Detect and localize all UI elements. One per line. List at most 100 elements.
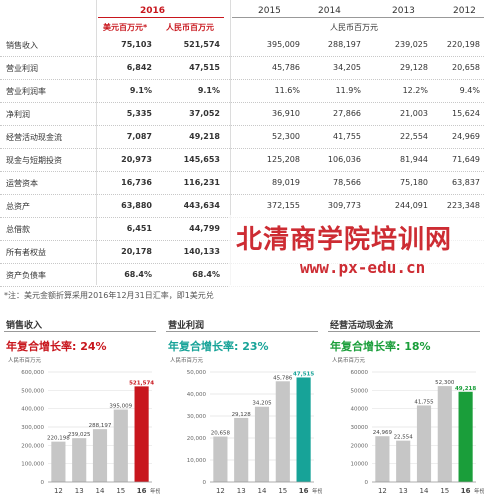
bar-value-label: 24,969 [373, 430, 393, 436]
x-tick-label: 13 [237, 487, 246, 495]
x-tick-label: 13 [399, 487, 408, 495]
y-tick-label: 600,000 [21, 370, 44, 376]
x-tick-label: 12 [378, 487, 387, 495]
cell-usd-2016: 20,178 [121, 247, 152, 256]
column-separator [230, 0, 231, 285]
x-tick-label: 16 [461, 487, 471, 495]
y-tick-label: 10,000 [187, 458, 207, 464]
cell-2012: 223,348 [446, 201, 480, 210]
bar [213, 436, 228, 482]
row-label: 总借款 [6, 225, 30, 234]
cell-usd-2016: 7,087 [126, 132, 152, 141]
y-tick-label: 100,000 [21, 462, 44, 468]
bar [72, 438, 87, 482]
row-label: 营业利润率 [6, 87, 46, 96]
bar-chart: 0 10000 20000 30000 40000 50000 60000 24,969 12 2… [351, 370, 484, 495]
bar-value-label: 220,198 [47, 436, 70, 442]
header-year-2014: 2014 [318, 6, 341, 16]
x-tick-label: 16 [299, 487, 309, 495]
cell-usd-2016: 75,103 [121, 40, 152, 49]
y-tick-label: 30000 [351, 425, 369, 431]
bar-value-label: 239,025 [68, 432, 91, 438]
bar-value-label: 395,009 [109, 404, 132, 410]
header-divider-rmb [232, 17, 484, 18]
x-tick-label: 15 [440, 487, 449, 495]
bar-value-label: 22,554 [394, 435, 414, 441]
cell-2013: 239,025 [394, 40, 428, 49]
bar-value-label: 20,658 [211, 431, 231, 437]
cell-2013: 21,003 [400, 109, 428, 118]
cell-2015: 395,009 [266, 40, 300, 49]
bar-value-label: 47,515 [293, 371, 314, 377]
bar [134, 386, 149, 482]
chart-title: 经营活动现金流 [330, 321, 394, 331]
cell-2013: 75,180 [400, 178, 428, 187]
x-axis-suffix: 年份 [312, 487, 322, 495]
y-tick-label: 50000 [351, 388, 369, 394]
bar-value-label: 52,300 [435, 380, 455, 386]
cell-2012: 63,837 [452, 178, 480, 187]
row-label: 营业利润 [6, 64, 38, 73]
watermark-backdrop [228, 215, 484, 290]
cell-usd-2016: 63,880 [121, 201, 152, 210]
header-rmb-2016: 人民币百万元 [166, 23, 214, 32]
header-year-2012: 2012 [453, 6, 476, 16]
row-label: 资产负债率 [6, 271, 46, 280]
cell-2014: 288,197 [327, 40, 361, 49]
table-row: 经营活动现金流 7,087 49,218 52,300 41,755 22,554 24,9… [0, 126, 484, 149]
chart-title-rule [4, 331, 156, 332]
header-usd: 美元百万元* [103, 23, 148, 32]
cell-2012: 15,624 [452, 109, 480, 118]
bar [416, 405, 432, 482]
cell-rmb-2016: 47,515 [189, 63, 220, 72]
cell-2012: 220,198 [446, 40, 480, 49]
cell-2012: 9.4% [459, 86, 480, 95]
cagr-label: 年复合增长率: 18% [330, 340, 431, 353]
cell-2014: 34,205 [333, 63, 361, 72]
bar [51, 441, 66, 482]
row-label: 运营资本 [6, 179, 38, 188]
bar-value-label: 41,755 [414, 399, 434, 405]
cell-usd-2016: 68.4% [124, 270, 152, 279]
y-tick-label: 300,000 [21, 425, 44, 431]
cell-rmb-2016: 116,231 [183, 178, 220, 187]
x-tick-label: 14 [96, 487, 105, 495]
cell-2015: 372,155 [266, 201, 300, 210]
chart-unit: 人民币百万元 [332, 358, 366, 364]
table-row: 运营资本 16,736 116,231 89,019 78,566 75,180 63,83… [0, 172, 484, 195]
table-row: 销售收入 75,103 521,574 395,009 288,197 239,025 22… [0, 34, 484, 57]
chart-unit: 人民币百万元 [8, 358, 42, 364]
chart-title-rule [166, 331, 318, 332]
header-divider [98, 17, 224, 18]
cell-usd-2016: 5,335 [126, 109, 152, 118]
bar [437, 386, 452, 482]
row-label: 销售收入 [6, 41, 38, 50]
row-label: 现金与短期投资 [6, 156, 62, 165]
y-tick-label: 500,000 [21, 388, 44, 394]
x-axis-suffix: 年份 [150, 487, 160, 495]
header-year-2013: 2013 [392, 6, 415, 16]
x-tick-label: 15 [116, 487, 125, 495]
cell-2014: 106,036 [327, 155, 361, 164]
cell-2013: 22,554 [400, 132, 428, 141]
row-label: 净利润 [6, 110, 30, 119]
y-tick-label: 40,000 [187, 392, 207, 398]
bar-value-label: 288,197 [89, 423, 112, 429]
cell-usd-2016: 16,736 [121, 178, 152, 187]
bar [275, 381, 290, 482]
bar [396, 440, 411, 482]
bar-value-label: 34,205 [252, 401, 272, 407]
cell-2015: 52,300 [272, 132, 300, 141]
x-tick-label: 14 [258, 487, 267, 495]
cell-2014: 11.9% [335, 86, 361, 95]
x-tick-label: 12 [54, 487, 63, 495]
y-tick-label: 20,000 [187, 436, 207, 442]
cell-2013: 12.2% [402, 86, 428, 95]
cell-rmb-2016: 68.4% [192, 270, 220, 279]
x-tick-label: 13 [75, 487, 84, 495]
cell-rmb-2016: 9.1% [197, 86, 220, 95]
y-tick-label: 0 [203, 480, 207, 486]
footnote: *注：美元金额折算采用2016年12月31日汇率，即1美元兑 [4, 291, 214, 300]
cell-2015: 125,208 [266, 155, 300, 164]
table-row: 营业利润率 9.1% 9.1% 11.6% 11.9% 12.2% 9.4% [0, 80, 484, 103]
